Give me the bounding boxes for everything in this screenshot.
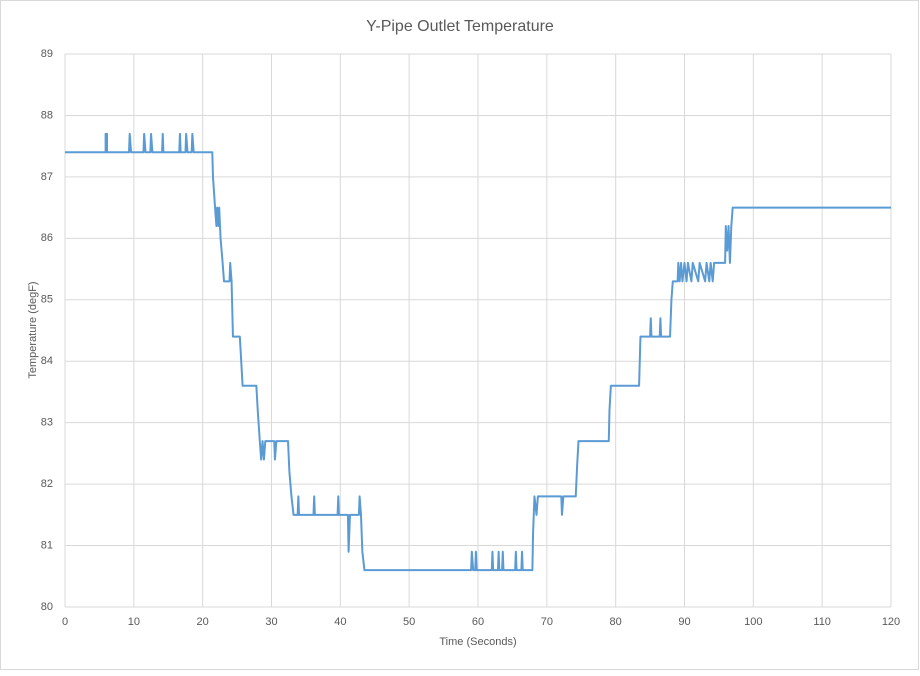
y-tick-label: 84 <box>41 355 53 367</box>
x-tick-label: 50 <box>403 616 415 628</box>
x-tick-label: 100 <box>744 616 762 628</box>
chart-title: Y-Pipe Outlet Temperature <box>366 18 554 35</box>
y-tick-label: 86 <box>41 232 53 244</box>
x-tick-label: 20 <box>197 616 209 628</box>
x-tick-label: 80 <box>610 616 622 628</box>
y-tick-label: 85 <box>41 294 53 306</box>
x-tick-label: 70 <box>541 616 553 628</box>
y-tick-label: 89 <box>41 48 53 60</box>
x-tick-label: 120 <box>882 616 900 628</box>
y-tick-label: 82 <box>41 478 53 490</box>
x-tick-label: 110 <box>813 616 831 628</box>
y-tick-label: 83 <box>41 417 53 429</box>
x-tick-label: 30 <box>265 616 277 628</box>
x-axis-label: Time (Seconds) <box>439 636 516 648</box>
x-tick-label: 40 <box>334 616 346 628</box>
y-tick-label: 80 <box>41 601 53 613</box>
y-tick-label: 88 <box>41 109 53 121</box>
y-axis-label: Temperature (degF) <box>27 281 39 378</box>
x-tick-label: 10 <box>128 616 140 628</box>
x-tick-label: 60 <box>472 616 484 628</box>
x-tick-label: 0 <box>62 616 68 628</box>
x-tick-label: 90 <box>678 616 690 628</box>
y-tick-label: 81 <box>41 539 53 551</box>
line <box>65 132 891 572</box>
y-tick-label: 87 <box>41 171 53 183</box>
